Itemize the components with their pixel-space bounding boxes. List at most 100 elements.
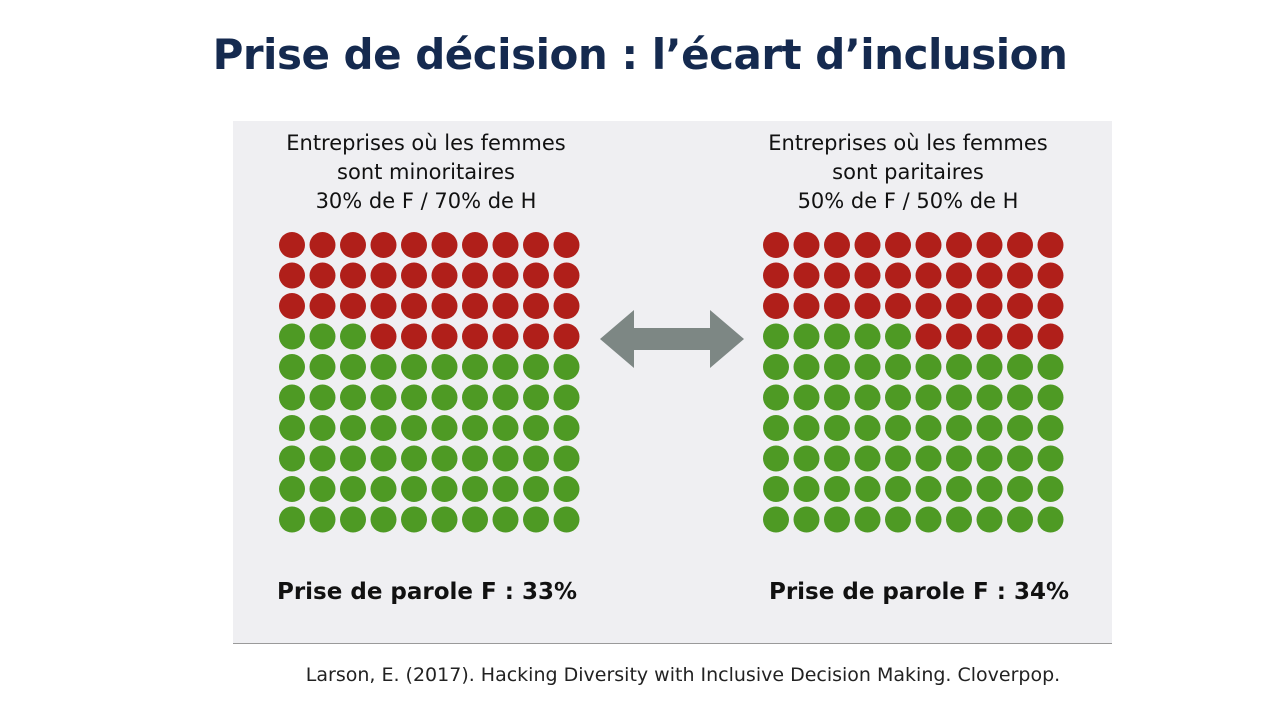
dot-woman bbox=[763, 445, 789, 472]
dot-woman bbox=[824, 506, 850, 533]
dot-man bbox=[523, 293, 549, 319]
right-header-line-1: Entreprises où les femmes bbox=[768, 131, 1048, 155]
dot-woman bbox=[854, 476, 881, 502]
dot-man bbox=[462, 232, 488, 258]
dot-man bbox=[1037, 293, 1064, 319]
dot-woman bbox=[523, 445, 549, 472]
dot-woman bbox=[885, 445, 911, 472]
dot-man bbox=[431, 262, 458, 289]
dot-man bbox=[553, 323, 580, 350]
dot-woman bbox=[824, 354, 850, 380]
dot-woman bbox=[946, 476, 972, 502]
dot-man bbox=[915, 323, 942, 350]
dot-woman bbox=[370, 506, 397, 533]
dot-woman bbox=[401, 415, 427, 441]
dot-woman bbox=[309, 354, 336, 380]
dot-man bbox=[946, 262, 972, 289]
dot-man bbox=[370, 262, 397, 289]
dot-man bbox=[340, 262, 366, 289]
dot-man bbox=[553, 232, 580, 258]
dot-woman bbox=[340, 384, 366, 411]
dot-woman bbox=[340, 506, 366, 533]
dot-woman bbox=[1037, 476, 1064, 502]
dot-woman bbox=[1037, 445, 1064, 472]
dot-woman bbox=[885, 506, 911, 533]
dot-man bbox=[309, 293, 336, 319]
dot-woman bbox=[523, 415, 549, 441]
dot-woman bbox=[793, 476, 820, 502]
dot-woman bbox=[401, 384, 427, 411]
dot-woman bbox=[431, 506, 458, 533]
dot-woman bbox=[401, 354, 427, 380]
double-arrow-icon bbox=[600, 310, 744, 368]
right-speaking-share: Prise de parole F : 34% bbox=[768, 579, 1070, 605]
dot-woman bbox=[523, 384, 549, 411]
dot-woman bbox=[401, 476, 427, 502]
dot-woman bbox=[793, 415, 820, 441]
dot-woman bbox=[553, 384, 580, 411]
dot-woman bbox=[370, 354, 397, 380]
dot-man bbox=[340, 293, 366, 319]
dot-man bbox=[854, 293, 881, 319]
dot-woman bbox=[885, 354, 911, 380]
dot-woman bbox=[793, 506, 820, 533]
dot-man bbox=[763, 262, 789, 289]
dot-woman bbox=[462, 415, 488, 441]
dot-man bbox=[763, 293, 789, 319]
dot-woman bbox=[946, 354, 972, 380]
dot-woman bbox=[1037, 384, 1064, 411]
dot-woman bbox=[793, 384, 820, 411]
dot-man bbox=[946, 232, 972, 258]
dot-man bbox=[1007, 293, 1033, 319]
dot-man bbox=[462, 262, 488, 289]
right-chart-header: Entreprises où les femmes sont paritaire… bbox=[738, 129, 1078, 216]
dot-man bbox=[1037, 262, 1064, 289]
dot-woman bbox=[462, 476, 488, 502]
dot-woman bbox=[915, 415, 942, 441]
dot-man bbox=[523, 262, 549, 289]
dot-woman bbox=[946, 506, 972, 533]
dot-woman bbox=[431, 354, 458, 380]
dot-man bbox=[492, 232, 519, 258]
dot-woman bbox=[370, 476, 397, 502]
right-header-line-2: sont paritaires bbox=[832, 160, 984, 184]
dot-woman bbox=[1007, 415, 1033, 441]
dot-woman bbox=[976, 506, 1003, 533]
dot-woman bbox=[492, 445, 519, 472]
left-speaking-share: Prise de parole F : 33% bbox=[276, 579, 578, 605]
dot-woman bbox=[824, 415, 850, 441]
dot-woman bbox=[523, 476, 549, 502]
dot-woman bbox=[492, 384, 519, 411]
dot-woman bbox=[915, 384, 942, 411]
dot-woman bbox=[763, 384, 789, 411]
dot-man bbox=[824, 232, 850, 258]
dot-woman bbox=[492, 476, 519, 502]
left-dot-grid bbox=[279, 232, 580, 533]
dot-woman bbox=[793, 323, 820, 350]
dot-woman bbox=[309, 415, 336, 441]
dot-man bbox=[431, 232, 458, 258]
dot-woman bbox=[553, 476, 580, 502]
dot-man bbox=[854, 262, 881, 289]
left-header-line-3: 30% de F / 70% de H bbox=[315, 189, 537, 213]
double-arrow-shape bbox=[600, 310, 744, 368]
dot-man bbox=[976, 262, 1003, 289]
dot-woman bbox=[1037, 506, 1064, 533]
dot-woman bbox=[340, 476, 366, 502]
infographic-panel: Entreprises où les femmes sont minoritai… bbox=[233, 121, 1112, 644]
dot-man bbox=[553, 262, 580, 289]
dot-man bbox=[401, 232, 427, 258]
dot-woman bbox=[946, 384, 972, 411]
dot-woman bbox=[1007, 354, 1033, 380]
dot-woman bbox=[340, 415, 366, 441]
left-chart-header: Entreprises où les femmes sont minoritai… bbox=[256, 129, 596, 216]
dot-man bbox=[793, 262, 820, 289]
dot-woman bbox=[279, 506, 305, 533]
dot-man bbox=[1037, 323, 1064, 350]
dot-woman bbox=[1007, 476, 1033, 502]
dot-man bbox=[309, 232, 336, 258]
dot-woman bbox=[279, 323, 305, 350]
dot-man bbox=[279, 232, 305, 258]
dot-man bbox=[976, 232, 1003, 258]
dot-man bbox=[1037, 232, 1064, 258]
